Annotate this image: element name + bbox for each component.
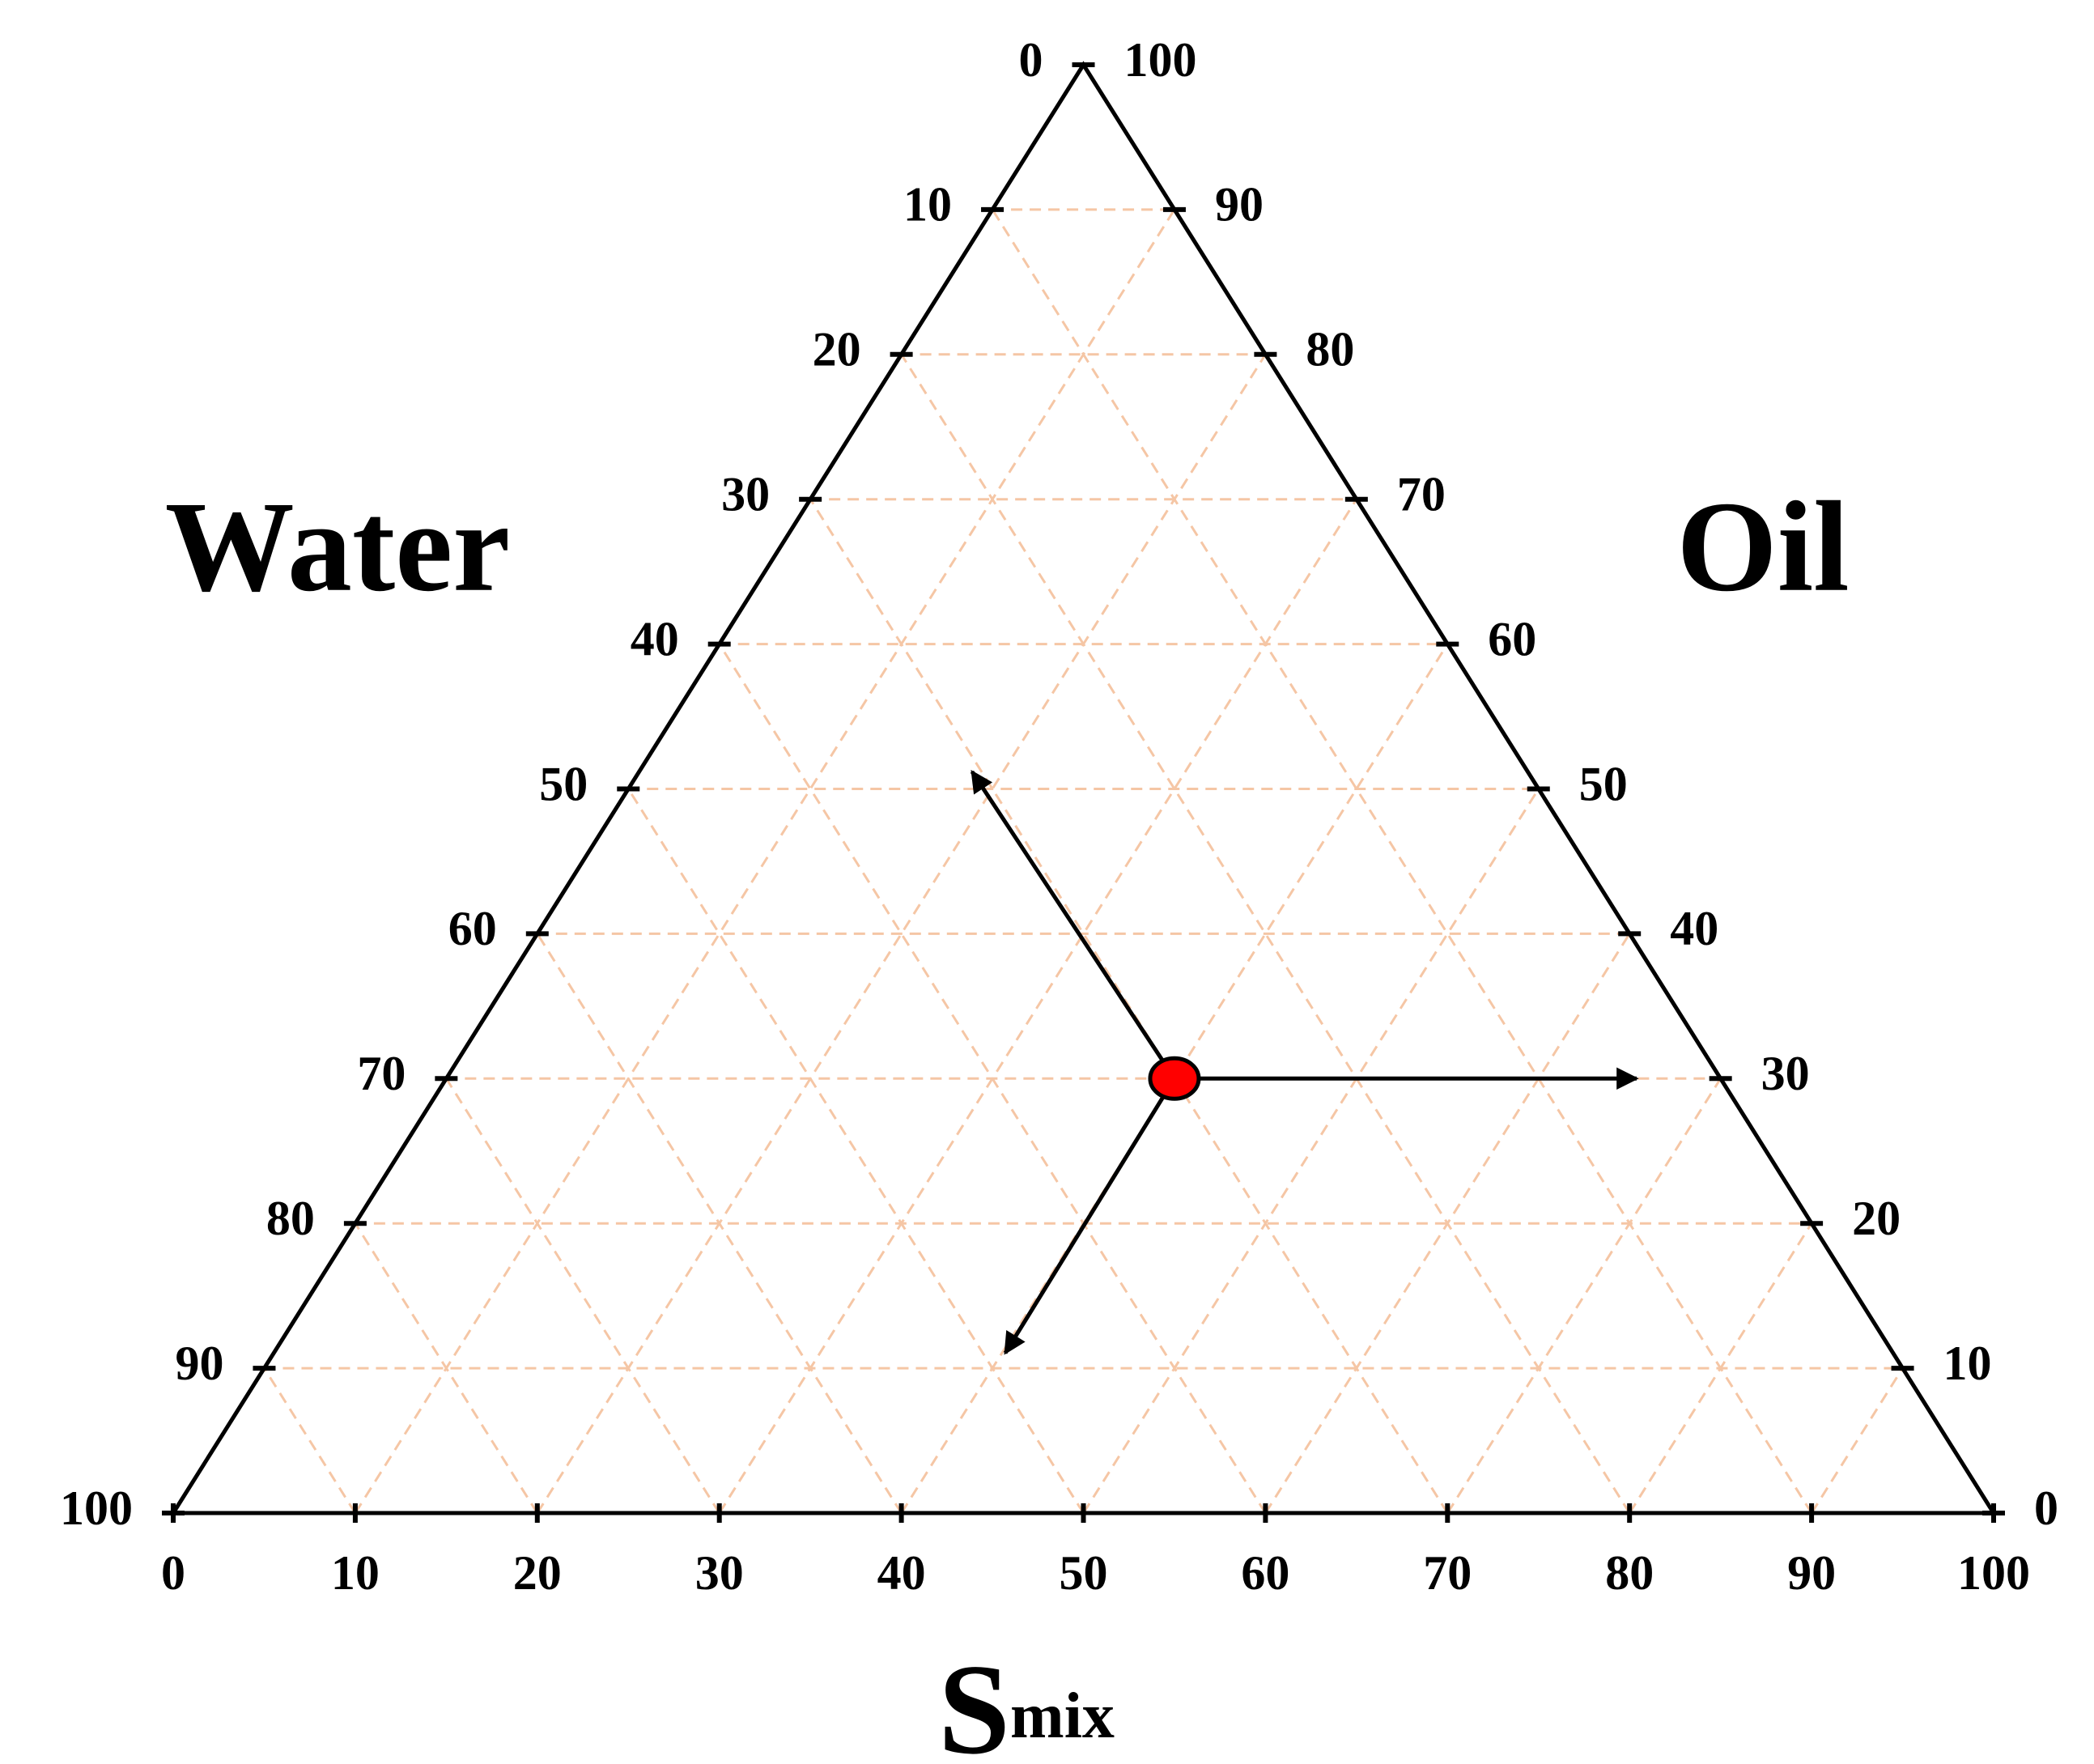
left-tick-label: 70 (357, 1047, 406, 1100)
grid-line (627, 788, 1085, 1514)
grid-line (536, 933, 903, 1514)
right-tick-label: 70 (1397, 467, 1446, 521)
right-tick-label: 80 (1306, 323, 1354, 376)
bottom-tick-label: 0 (161, 1546, 185, 1600)
grid-line (1446, 1078, 1722, 1514)
smix-label: Smix (938, 1637, 1115, 1764)
right-tick-label: 0 (2034, 1481, 2058, 1535)
grid-line (354, 1222, 539, 1514)
left-tick-label: 90 (175, 1337, 223, 1390)
grid-line (991, 209, 1813, 1514)
left-tick-label: 50 (539, 757, 588, 810)
bottom-tick-label: 90 (1787, 1546, 1836, 1600)
grid-line (718, 498, 1358, 1514)
grid-line (536, 354, 1267, 1514)
data-point (1148, 1056, 1201, 1101)
grid (263, 208, 1904, 1514)
bottom-tick-label: 100 (1957, 1546, 2030, 1600)
right-tick-label: 60 (1488, 612, 1536, 665)
left-tick-label: 100 (60, 1481, 133, 1535)
arrow (1003, 1077, 1177, 1355)
right-tick-label: 10 (1943, 1337, 1992, 1390)
bottom-tick-label: 30 (695, 1546, 744, 1600)
right-tick-label: 40 (1670, 902, 1718, 955)
left-tick-label: 40 (631, 612, 679, 665)
water-label: Water (165, 474, 510, 618)
bottom-tick-label: 10 (331, 1546, 380, 1600)
grid-line (263, 1367, 357, 1514)
bottom-tick-label: 20 (513, 1546, 562, 1600)
bottom-tick-label: 70 (1423, 1546, 1472, 1600)
plot: 0 10 20 30 40 50 60 70 80 90 100010203040506070809… (60, 33, 2058, 1600)
bottom-tick-label: 80 (1605, 1546, 1654, 1600)
grid-line (1082, 788, 1540, 1514)
left-tick-label: 30 (721, 467, 770, 521)
right-tick-label: 90 (1215, 178, 1264, 232)
bottom-tick-label: 60 (1241, 1546, 1289, 1600)
grid-line (354, 209, 1176, 1514)
left-tick-label: 60 (448, 902, 497, 955)
bottom-tick-label: 40 (877, 1546, 926, 1600)
grid-line (718, 643, 1267, 1514)
oil-label: Oil (1676, 474, 1849, 618)
left-tick-label: 20 (813, 323, 861, 376)
left-tick-label: 0 (1019, 33, 1043, 87)
right-tick-label: 50 (1579, 757, 1628, 810)
grid-line (1810, 1367, 1904, 1514)
left-tick-label: 80 (266, 1192, 315, 1245)
right-tick-label: 30 (1761, 1047, 1810, 1100)
smix-sub: mix (1010, 1681, 1115, 1752)
right-tick-label: 20 (1852, 1192, 1901, 1245)
arrow (970, 770, 1177, 1080)
bottom-tick-label: 50 (1060, 1546, 1108, 1600)
grid-line (900, 354, 1631, 1514)
left-tick-label: 10 (903, 178, 952, 232)
right-tick-label: 100 (1124, 33, 1197, 87)
smix-main: S (938, 1637, 1010, 1764)
grid-line (445, 1078, 720, 1514)
